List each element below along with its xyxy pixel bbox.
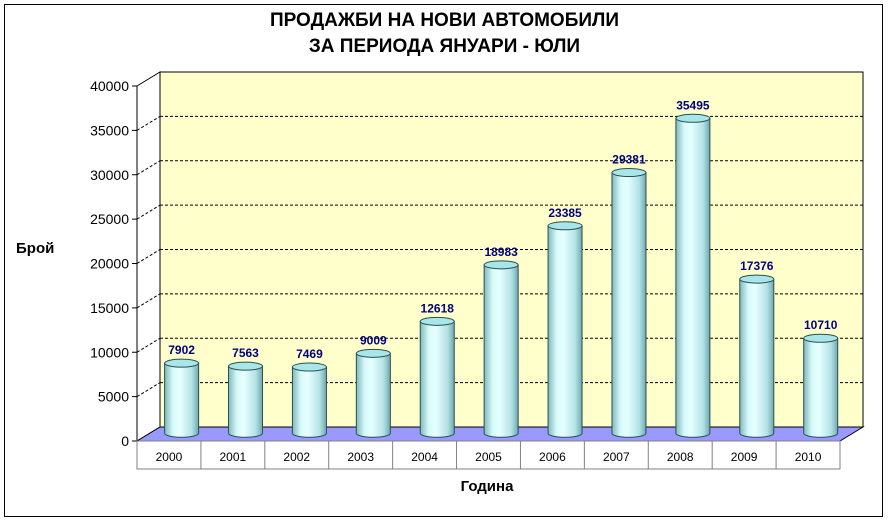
bar-top [739,274,775,284]
bar-body [547,225,583,438]
bar-top [164,358,200,368]
gridline-side [136,337,161,353]
x-tick-label: 2004 [411,450,438,464]
y-tick-label: 10000 [90,344,129,360]
bar-body [419,320,455,438]
data-label: 12618 [421,301,455,315]
x-tick-label: 2005 [475,450,502,464]
gridline-side [136,249,161,264]
bar-top [611,168,647,178]
chart-title-line-2: ЗА ПЕРИОДА ЯНУАРИ - ЮЛИ [308,36,581,57]
y-tick-label: 20000 [90,256,129,272]
bar-body [355,352,391,438]
y-tick-label: 5000 [98,389,129,405]
data-label: 9009 [360,333,387,347]
data-label: 7469 [296,347,323,361]
x-tick-label: 2001 [220,450,247,464]
bar-top [547,221,583,231]
gridline-side [136,115,161,131]
bar-body [675,117,711,438]
bar-body [164,362,200,438]
bar-top [419,316,455,326]
bar-top [355,348,391,358]
y-axis-label: Брой [16,240,55,257]
bar-2005 [483,260,519,438]
data-label: 29381 [612,153,646,167]
x-tick-label: 2010 [795,450,822,464]
x-tick-label: 2009 [731,450,758,464]
bar-top [803,333,839,343]
bar-2009 [739,274,775,438]
bar-top [228,361,264,371]
bar-2007 [611,168,647,438]
bar-body [483,264,519,438]
bar-2000 [164,358,200,438]
bar-2010 [803,333,839,438]
bar-2006 [547,221,583,438]
bar-top [675,113,711,123]
gridline-side [136,160,161,176]
data-label: 18983 [484,245,518,259]
bar-2003 [355,348,391,438]
x-tick-label: 2007 [603,450,630,464]
data-label: 23385 [548,206,582,220]
bar-top [483,260,519,270]
x-tick-label: 2006 [539,450,566,464]
x-tick-label: 2003 [347,450,374,464]
bar-body [739,278,775,438]
bar-top [291,362,327,372]
data-label: 35495 [676,98,710,112]
y-tick-label: 0 [121,433,129,449]
y-tick-label: 40000 [90,78,129,94]
data-label: 7563 [232,346,259,360]
data-label: 7902 [168,343,195,357]
y-tick-label: 15000 [90,300,129,316]
bar-2004 [419,316,455,438]
y-tick-label: 25000 [90,211,129,227]
bar-body [803,337,839,438]
y-tick-label: 30000 [90,167,129,183]
category-table [136,440,841,470]
bar-body [228,365,264,438]
gridline-side [136,382,161,398]
y-tick-label: 35000 [90,122,129,138]
bar-2001 [228,361,264,438]
chart-title: ПРОДАЖБИ НА НОВИ АВТОМОБИЛИ ЗА ПЕРИОДА Я… [0,8,889,60]
x-axis-label: Година [460,478,514,495]
gridline-side [136,293,161,309]
bar-2008 [675,113,711,438]
gridline-side [136,204,161,220]
data-label: 17376 [740,259,774,273]
bar-2002 [291,362,327,438]
x-tick-label: 2000 [156,450,183,464]
side-wall [136,71,161,442]
x-tick-label: 2002 [283,450,310,464]
bar-body [291,366,327,438]
data-label: 10710 [804,318,838,332]
x-tick-label: 2008 [667,450,694,464]
bar-body [611,172,647,438]
chart-title-line-1: ПРОДАЖБИ НА НОВИ АВТОМОБИЛИ [269,10,620,31]
